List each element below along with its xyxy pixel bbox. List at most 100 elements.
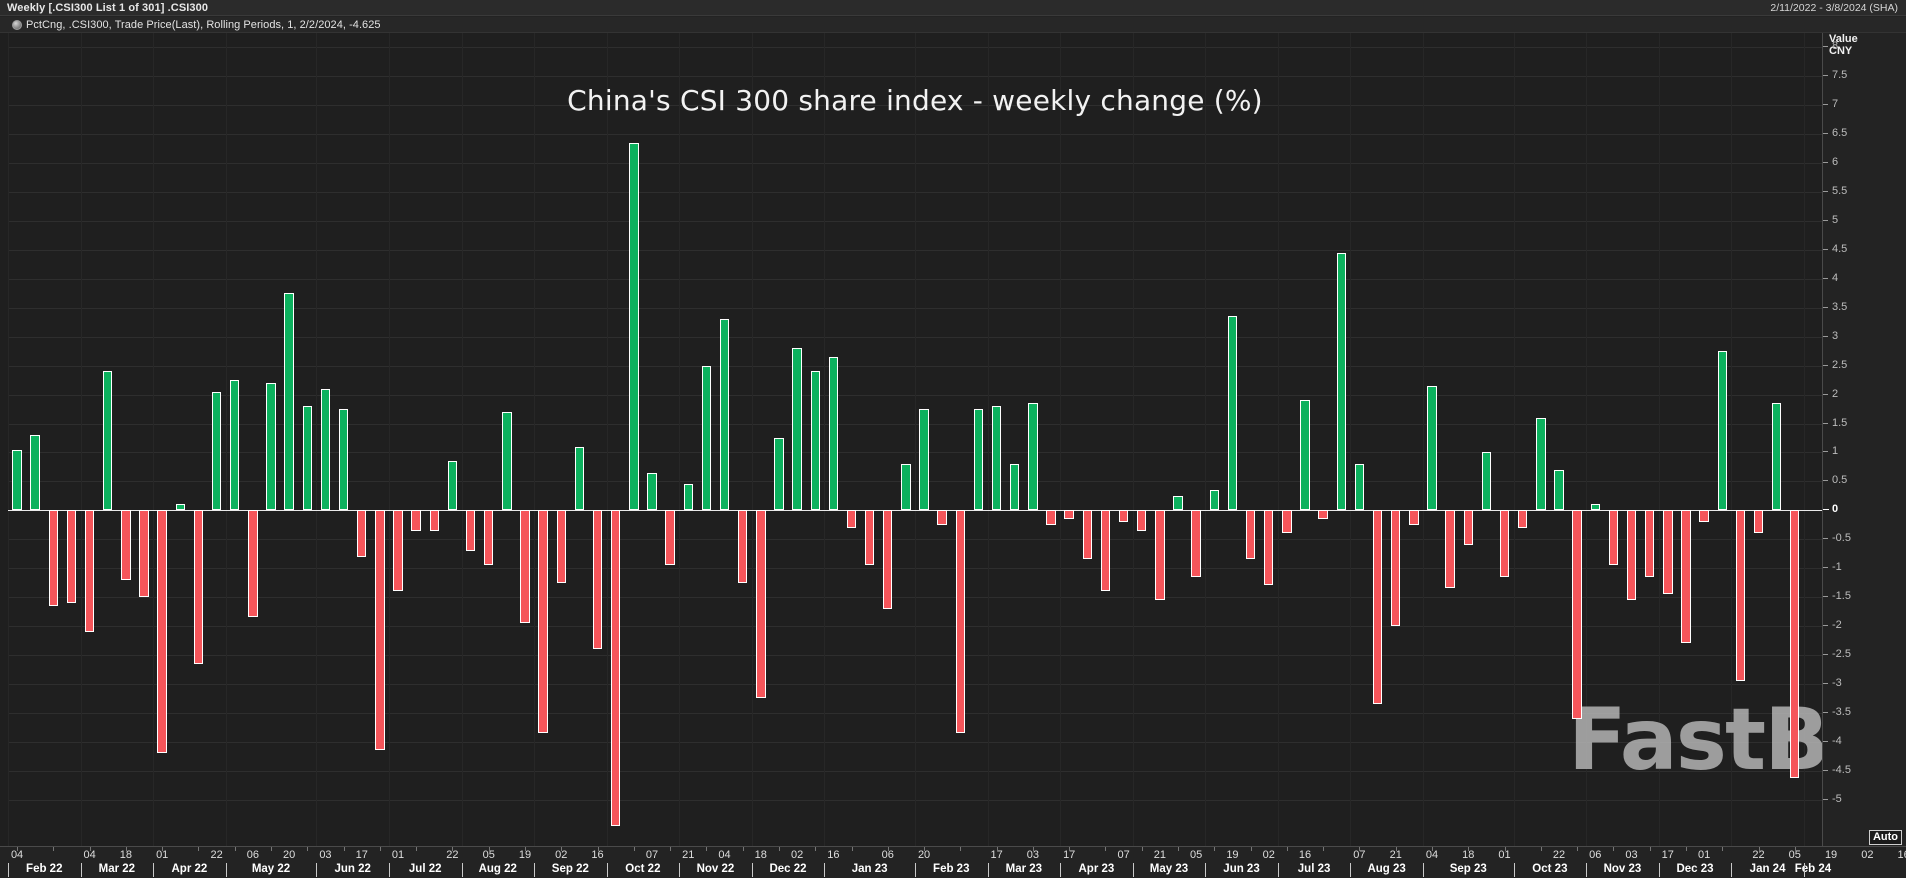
bar-negative[interactable] [1118,510,1129,522]
bar-positive[interactable] [828,356,839,511]
bar-positive[interactable] [574,446,585,511]
plot-area[interactable]: FastBull China's CSI 300 share index - w… [8,33,1822,846]
bar-negative[interactable] [84,510,95,632]
bar-positive[interactable] [12,449,22,511]
bar-positive[interactable] [284,293,294,511]
bar-positive[interactable] [1427,385,1437,511]
bar-negative[interactable] [1572,510,1582,719]
bar-negative[interactable] [1626,510,1637,600]
bar-negative[interactable] [1735,510,1746,681]
bar-negative[interactable] [66,510,77,603]
bar-negative[interactable] [538,510,548,733]
time-axis[interactable]: 04 04 18 01 22 06 20 03 17 01 22 05 19 02 16 07 21 04 18 02… [0,846,1906,878]
bar-negative[interactable] [665,510,675,566]
bar-positive[interactable] [1010,463,1020,511]
bar-negative[interactable] [864,510,875,566]
bar-negative[interactable] [357,510,367,557]
bar-negative[interactable] [193,510,204,664]
bar-negative[interactable] [1155,510,1165,600]
bar-positive[interactable] [1481,452,1492,511]
bar-negative[interactable] [483,510,494,566]
bar-positive[interactable] [1227,316,1238,511]
bar-positive[interactable] [919,409,929,511]
bar-negative[interactable] [1445,510,1455,589]
bar-negative[interactable] [429,510,439,531]
bar-negative[interactable] [1699,510,1709,522]
bar-negative[interactable] [520,510,530,624]
bar-positive[interactable] [792,348,802,511]
bar-negative[interactable] [1137,510,1147,531]
bar-positive[interactable] [320,388,331,511]
bar-negative[interactable] [737,510,748,583]
bar-positive[interactable] [1590,504,1600,511]
bar-positive[interactable] [302,406,312,511]
bar-positive[interactable] [230,380,240,511]
auto-scale-button[interactable]: Auto [1868,830,1902,845]
bar-negative[interactable] [1517,510,1528,528]
bar-positive[interactable] [175,504,186,511]
bar-negative[interactable] [937,510,947,525]
bar-negative[interactable] [1191,510,1201,577]
bar-negative[interactable] [1064,510,1074,519]
plot-frame[interactable]: FastBull China's CSI 300 share index - w… [0,33,1823,846]
bar-negative[interactable] [1790,510,1800,778]
bar-positive[interactable] [1536,417,1546,511]
bar-positive[interactable] [266,383,276,511]
bar-positive[interactable] [683,484,693,511]
bar-negative[interactable] [1608,510,1619,566]
bar-positive[interactable] [719,319,730,511]
bar-negative[interactable] [883,510,893,609]
bar-negative[interactable] [1100,510,1111,592]
bar-negative[interactable] [121,510,131,580]
bar-negative[interactable] [610,510,621,826]
bar-positive[interactable] [991,406,1002,511]
bar-negative[interactable] [48,510,59,606]
bar-positive[interactable] [1336,252,1346,511]
bar-positive[interactable] [774,437,784,511]
bar-negative[interactable] [248,510,258,618]
bar-positive[interactable] [1209,490,1219,511]
bar-negative[interactable] [1409,510,1419,525]
bar-negative[interactable] [1663,510,1673,595]
bar-negative[interactable] [1282,510,1292,534]
bar-positive[interactable] [1771,403,1782,511]
series-legend-bar[interactable]: PctCng, .CSI300, Trade Price(Last), Roll… [0,17,1906,33]
bar-negative[interactable] [1753,510,1764,534]
bar-negative[interactable] [756,510,766,699]
bar-positive[interactable] [30,435,40,511]
bar-positive[interactable] [701,365,712,511]
bar-positive[interactable] [1717,351,1727,511]
bar-negative[interactable] [1046,510,1056,525]
bar-positive[interactable] [447,461,458,511]
bar-positive[interactable] [103,371,113,511]
bar-negative[interactable] [393,510,403,592]
bar-negative[interactable] [1372,510,1383,705]
bar-positive[interactable] [1173,495,1183,511]
bar-positive[interactable] [810,371,820,511]
bar-positive[interactable] [1028,403,1038,511]
bar-positive[interactable] [211,391,222,511]
bar-positive[interactable] [1554,469,1564,511]
bar-negative[interactable] [955,510,966,733]
bar-positive[interactable] [647,472,657,511]
bar-positive[interactable] [502,411,512,511]
bar-negative[interactable] [411,510,421,531]
bar-positive[interactable] [1354,463,1365,511]
bar-negative[interactable] [157,510,167,754]
bar-negative[interactable] [846,510,857,528]
value-axis[interactable]: Value CNY 8 7.5 7 6.5 6 5.5 5 4.5 4 3.5 3 2.5 2 1.5 1 0… [1823,33,1906,846]
bar-positive[interactable] [1300,400,1310,511]
bar-negative[interactable] [1082,510,1093,560]
bar-negative[interactable] [465,510,476,551]
bar-positive[interactable] [901,463,911,511]
bar-negative[interactable] [1681,510,1691,644]
bar-negative[interactable] [592,510,603,650]
bar-negative[interactable] [1264,510,1274,586]
bar-negative[interactable] [1318,510,1328,519]
bar-negative[interactable] [375,510,385,751]
bar-negative[interactable] [1390,510,1401,626]
bar-negative[interactable] [1463,510,1473,545]
bar-positive[interactable] [338,409,349,511]
bar-positive[interactable] [629,142,639,511]
bar-positive[interactable] [973,409,984,511]
